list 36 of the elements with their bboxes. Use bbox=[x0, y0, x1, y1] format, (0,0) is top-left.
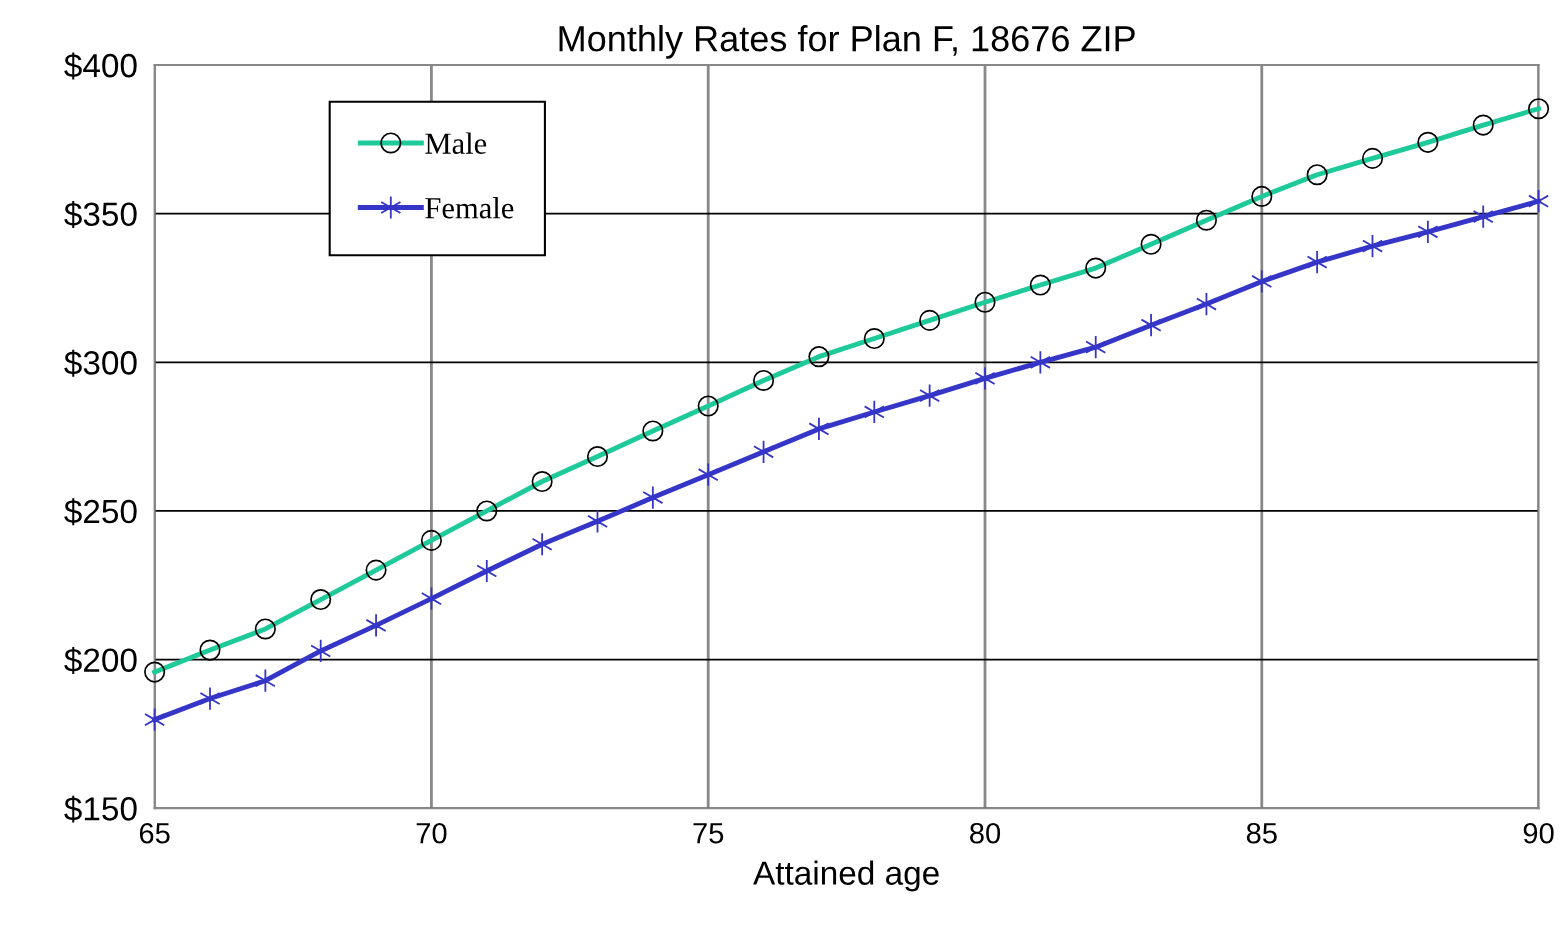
point bbox=[199, 686, 221, 711]
legend-label: Male bbox=[425, 132, 487, 154]
y-tick-label: $200 bbox=[64, 646, 137, 674]
x-tick-label: 80 bbox=[970, 822, 1001, 844]
point bbox=[919, 383, 941, 408]
point bbox=[1029, 350, 1051, 375]
point bbox=[144, 707, 166, 732]
x-tick-label: 75 bbox=[693, 823, 724, 844]
point bbox=[1140, 313, 1162, 338]
y-tick-label: $400 bbox=[64, 52, 137, 80]
x-tick-label: 90 bbox=[1523, 822, 1554, 844]
point bbox=[310, 638, 332, 663]
point bbox=[974, 366, 996, 391]
x-axis-title: Attained age bbox=[753, 860, 939, 892]
point bbox=[863, 399, 885, 424]
point bbox=[1251, 269, 1273, 294]
point bbox=[642, 485, 664, 510]
y-tick-label: $300 bbox=[64, 349, 137, 377]
point bbox=[697, 462, 719, 487]
legend-label: Female bbox=[425, 197, 514, 219]
point bbox=[476, 558, 498, 584]
x-tick-label: 70 bbox=[416, 822, 447, 844]
point bbox=[1306, 250, 1328, 275]
point bbox=[365, 613, 387, 638]
x-tick-label: 85 bbox=[1246, 822, 1277, 844]
point bbox=[254, 668, 276, 693]
point bbox=[531, 532, 553, 557]
point bbox=[1472, 204, 1494, 229]
point bbox=[1085, 335, 1107, 360]
y-tick-label: $250 bbox=[64, 498, 137, 526]
chart-title: Monthly Rates for Plan F, 18676 ZIP bbox=[559, 24, 1135, 59]
point bbox=[808, 416, 830, 441]
x-tick-label: 65 bbox=[139, 822, 170, 844]
point bbox=[1417, 219, 1439, 244]
y-tick-label: $350 bbox=[64, 201, 137, 229]
y-tick-label: $150 bbox=[64, 795, 137, 823]
